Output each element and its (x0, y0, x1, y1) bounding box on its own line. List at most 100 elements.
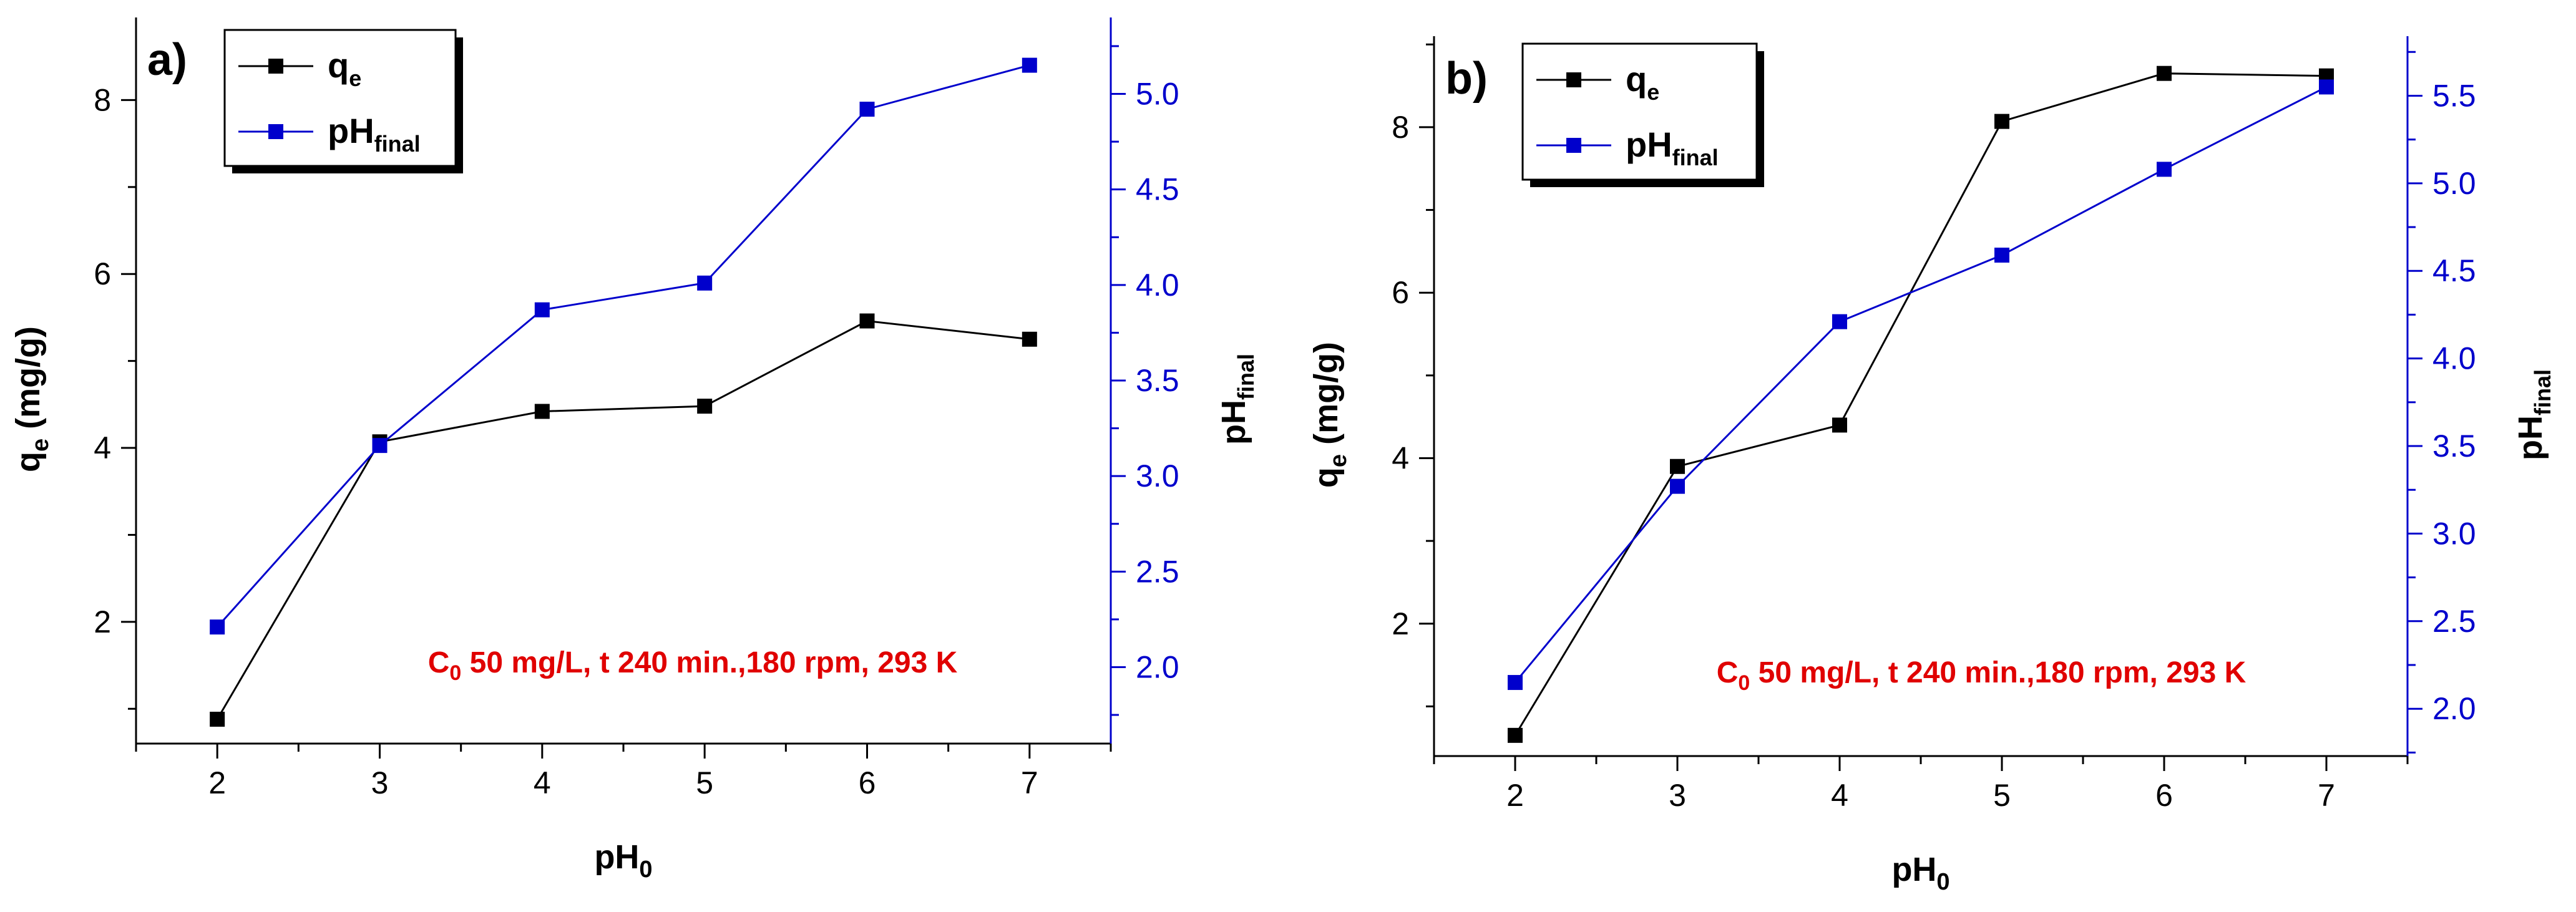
data-point-qe (859, 313, 875, 329)
data-point-ph-final (1832, 314, 1847, 329)
series-line-qe (216, 319, 1030, 720)
x-axis-title: pH0 (1891, 851, 1949, 895)
annotation-text: 50 mg/L, t 240 min.,180 rpm, 293 K (461, 646, 957, 679)
x-tick-label: 5 (1993, 778, 2011, 813)
panel-label: a) (147, 35, 187, 85)
right-y-tick-label: 4.0 (1136, 268, 1179, 303)
legend-label-qe: qe (1626, 59, 1659, 105)
data-point-ph-final (1994, 247, 2009, 263)
data-point-ph-final (1022, 57, 1037, 73)
data-point-ph-final (372, 438, 388, 454)
x-axis-title-sub: 0 (1936, 869, 1949, 895)
legend-label-main: q (328, 46, 349, 85)
legend-label-sub: final (374, 131, 421, 157)
x-tick-label: 4 (534, 765, 551, 800)
data-point-qe (534, 404, 550, 419)
legend-label-ph-final: pHfinal (1626, 125, 1719, 170)
left-y-axis-title: qe (mg/g) (9, 326, 54, 472)
right-y-tick-label: 2.5 (1136, 554, 1179, 589)
right-y-axis-title: pHfinal (2512, 369, 2555, 460)
left-y-title-rest: (mg/g) (9, 326, 47, 439)
conditions-annotation: C0 50 mg/L, t 240 min.,180 rpm, 293 K (1717, 656, 2247, 695)
data-point-qe (1022, 331, 1037, 347)
x-tick-label: 6 (2155, 778, 2173, 813)
x-tick-label: 4 (1831, 778, 1848, 813)
x-tick-label: 2 (208, 765, 226, 800)
series-line-ph-final (217, 64, 1030, 628)
x-tick-label: 7 (1021, 765, 1038, 800)
data-point-qe (697, 399, 713, 414)
right-y-tick-label: 4.0 (2432, 341, 2476, 376)
series-line-qe (1514, 72, 2327, 736)
data-point-ph-final (1508, 675, 1523, 691)
left-y-axis-title: qe (mg/g) (1307, 342, 1352, 488)
left-y-tick-label: 8 (1392, 110, 1409, 145)
legend-label-main: q (1626, 59, 1647, 99)
left-y-tick-label: 8 (94, 82, 111, 117)
legend-label-main: pH (328, 111, 374, 150)
left-y-tick-label: 6 (1392, 275, 1409, 310)
legend-label-ph-final: pHfinal (328, 111, 421, 157)
legend: qe pHfinal (223, 29, 463, 173)
right-y-tick-label: 2.5 (2432, 604, 2476, 639)
right-y-tick-label: 3.0 (2432, 516, 2476, 551)
left-y-tick-label: 4 (1392, 440, 1409, 475)
left-y-title-sub: e (27, 439, 54, 452)
x-tick-label: 7 (2318, 778, 2335, 813)
panel-label: b) (1445, 54, 1488, 104)
x-axis-title-sub: 0 (639, 856, 652, 883)
right-y-tick-label: 4.5 (1136, 172, 1179, 207)
right-y-tick-label: 5.5 (2432, 78, 2476, 113)
legend: qe pHfinal (1521, 42, 1764, 187)
annotation-c: C (1717, 656, 1739, 689)
x-axis-title-main: pH (1891, 851, 1936, 888)
x-tick-label: 5 (696, 765, 713, 800)
x-tick-label: 3 (371, 765, 389, 800)
x-tick-label: 2 (1506, 778, 1524, 813)
data-point-qe (1508, 727, 1523, 743)
data-point-ph-final (697, 275, 713, 291)
conditions-annotation: C0 50 mg/L, t 240 min.,180 rpm, 293 K (428, 646, 958, 685)
chart-panel-b: 2 3 4 5 6 724682.02.53.03.54.04.55.05.5pH0qe … (1307, 36, 2555, 895)
left-y-title-main: q (1307, 467, 1345, 488)
legend-marker-ph-final (268, 124, 283, 139)
right-y-axis-title: pHfinal (1215, 354, 1259, 445)
right-y-title-sub: final (1233, 354, 1259, 400)
legend-label-qe: qe (328, 46, 361, 91)
right-y-tick-label: 5.0 (1136, 77, 1179, 112)
data-point-ph-final (859, 102, 875, 117)
left-y-tick-label: 2 (94, 604, 111, 639)
annotation-c-sub: 0 (449, 661, 461, 685)
right-y-tick-label: 2.0 (2432, 691, 2476, 726)
data-point-ph-final (1670, 478, 1685, 494)
right-y-tick-label: 5.0 (2432, 166, 2476, 201)
left-y-title-main: q (9, 452, 47, 472)
left-y-title-rest: (mg/g) (1307, 342, 1345, 454)
right-y-title-main: pH (2512, 415, 2549, 460)
left-y-tick-label: 2 (1392, 606, 1409, 641)
x-axis-title: pH0 (594, 838, 652, 883)
legend-label-sub: e (349, 65, 361, 91)
data-point-qe (1994, 114, 2009, 129)
right-y-title-main: pH (1215, 400, 1252, 445)
legend-label-sub: e (1647, 79, 1659, 105)
right-y-tick-label: 2.0 (1136, 649, 1179, 684)
right-y-tick-label: 3.0 (1136, 458, 1179, 493)
left-y-tick-label: 6 (94, 256, 111, 291)
legend-box (1521, 42, 1758, 181)
data-point-qe (1670, 458, 1685, 474)
annotation-c: C (428, 646, 450, 679)
right-y-tick-label: 4.5 (2432, 253, 2476, 288)
data-point-qe (210, 711, 225, 727)
annotation-c-sub: 0 (1738, 671, 1750, 695)
right-y-title-sub: final (2530, 369, 2555, 415)
right-y-tick-label: 3.5 (1136, 363, 1179, 398)
legend-marker-qe (268, 59, 283, 74)
legend-label-main: pH (1626, 125, 1672, 164)
x-tick-label: 3 (1669, 778, 1686, 813)
data-point-ph-final (210, 619, 225, 635)
x-axis-title-main: pH (594, 838, 639, 876)
data-point-ph-final (534, 302, 550, 318)
